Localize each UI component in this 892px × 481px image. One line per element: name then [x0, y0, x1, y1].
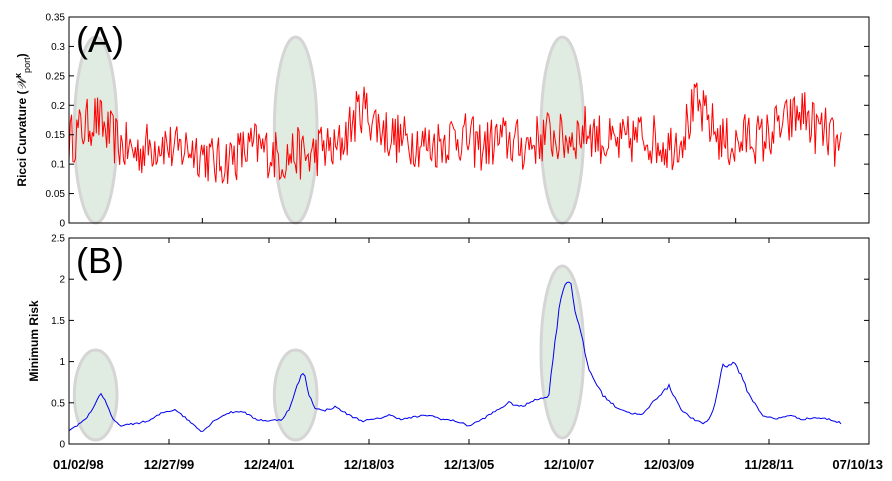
y-tick-label: 0 — [59, 219, 65, 230]
y-tick-label: 0 — [59, 440, 65, 451]
panel-b-highlights — [72, 264, 586, 442]
panel-a: 0 0.05 0.1 0.15 0.2 0.25 0.3 0.35 (A) Ricci Cur… — [13, 13, 870, 230]
y-tick-label: 0.2 — [51, 101, 65, 112]
panel-b: 0 0.5 1 1.5 2 2.5 01/02/98 12/27/99 12/24/01 12/… — [27, 234, 883, 473]
highlight-ellipse — [272, 35, 319, 225]
panel-b-x-ticks: 01/02/98 12/27/99 12/24/01 12/18/03 12/13/05… — [53, 238, 883, 472]
x-tick-label: 12/13/05 — [444, 457, 495, 472]
panel-a-label: (A) — [76, 19, 124, 60]
highlight-ellipse — [72, 348, 119, 442]
x-tick-label: 12/18/03 — [344, 457, 395, 472]
y-tick-label: 1.5 — [51, 316, 65, 327]
panel-b-frame — [68, 237, 870, 445]
y-tick-label: 0.5 — [51, 398, 65, 409]
y-tick-label: 1 — [59, 357, 65, 368]
x-tick-label: 12/03/09 — [644, 457, 695, 472]
panel-b-y-ticks: 0 0.5 1 1.5 2 2.5 — [51, 234, 869, 451]
y-tick-label: 0.15 — [46, 130, 66, 141]
x-tick-label: 12/24/01 — [244, 457, 295, 472]
y-tick-label: 0.25 — [46, 71, 66, 82]
ricci-curvature-line — [69, 82, 842, 185]
y-tick-label: 0.05 — [46, 189, 66, 200]
panel-a-highlights — [72, 35, 586, 225]
x-tick-label: 12/27/99 — [144, 457, 195, 472]
x-tick-label: 12/10/07 — [544, 457, 595, 472]
y-tick-label: 0.35 — [46, 13, 66, 24]
highlight-ellipse — [272, 348, 319, 442]
panel-b-label: (B) — [76, 240, 124, 281]
x-tick-label: 07/10/13 — [832, 457, 883, 472]
minimum-risk-line — [69, 281, 842, 433]
highlight-ellipse — [539, 264, 586, 440]
panel-a-y-ticks: 0 0.05 0.1 0.15 0.2 0.25 0.3 0.35 — [46, 13, 870, 230]
y-tick-label: 0.1 — [51, 160, 65, 171]
highlight-ellipse — [72, 35, 119, 225]
panel-a-y-axis-label: Ricci Curvature (𝒲κport) — [13, 53, 32, 186]
y-tick-label: 0.3 — [51, 42, 65, 53]
y-tick-label: 2.5 — [51, 234, 65, 245]
panel-b-y-axis-label: Minimum Risk — [27, 300, 41, 382]
y-tick-label: 2 — [59, 275, 65, 286]
x-tick-label: 01/02/98 — [53, 457, 104, 472]
x-tick-label: 11/28/11 — [744, 457, 793, 472]
